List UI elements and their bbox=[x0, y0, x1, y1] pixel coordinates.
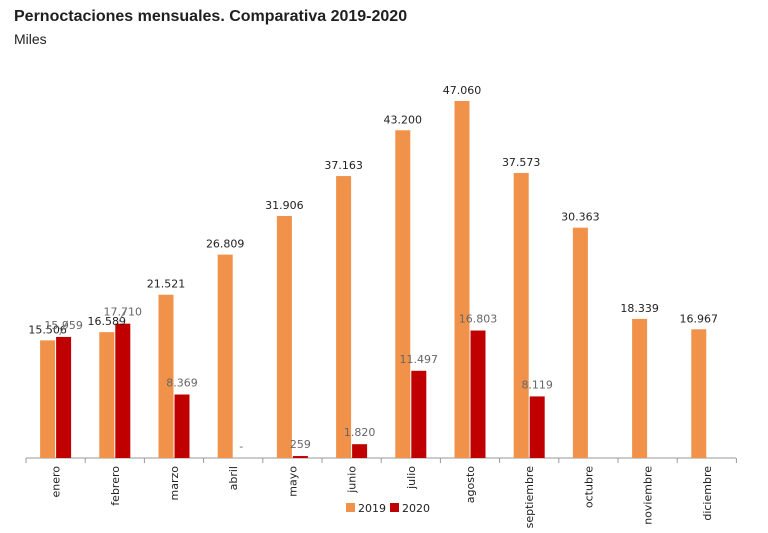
bar-2020 bbox=[529, 396, 545, 458]
data-label-2019: 37.573 bbox=[502, 156, 541, 169]
data-label-2019: 43.200 bbox=[384, 113, 423, 126]
x-tick-label: julio bbox=[405, 466, 418, 490]
bar-2019 bbox=[276, 215, 292, 458]
data-label-2020: - bbox=[239, 440, 243, 453]
chart-title: Pernoctaciones mensuales. Comparativa 20… bbox=[14, 8, 408, 25]
legend-swatch-2019 bbox=[346, 503, 355, 512]
data-label-2020: 15.959 bbox=[44, 319, 83, 332]
chart-subtitle: Miles bbox=[14, 31, 47, 47]
legend-label-2020: 2020 bbox=[402, 502, 430, 515]
bar-2020 bbox=[470, 330, 486, 458]
x-tick-label: junio bbox=[346, 466, 359, 494]
x-tick-label: diciembre bbox=[701, 466, 714, 521]
label-leader-line bbox=[59, 320, 69, 336]
data-label-2019: 16.967 bbox=[680, 312, 719, 325]
bar-2020 bbox=[174, 394, 190, 458]
bar-2020 bbox=[411, 370, 427, 458]
bar-2019 bbox=[217, 254, 233, 458]
data-label-2019: 47.060 bbox=[443, 84, 482, 97]
bar-2019 bbox=[513, 172, 529, 459]
data-label-2019: 16.589 bbox=[88, 315, 127, 328]
data-label-2020: 8.119 bbox=[521, 378, 553, 391]
x-tick-label: marzo bbox=[168, 466, 181, 501]
bar-2019 bbox=[99, 332, 115, 458]
data-label-2019: 26.809 bbox=[206, 238, 245, 251]
data-label-2019: 21.521 bbox=[147, 278, 186, 291]
data-label-2019: 18.339 bbox=[620, 302, 659, 315]
bar-2019 bbox=[158, 294, 174, 458]
bar-2019 bbox=[454, 101, 470, 458]
bar-2019 bbox=[691, 329, 707, 458]
bar-2019 bbox=[572, 227, 588, 458]
x-tick-label: abril bbox=[227, 466, 240, 490]
data-label-2020: 16.803 bbox=[459, 313, 498, 326]
x-tick-label: octubre bbox=[582, 466, 595, 508]
data-label-2020: 17.710 bbox=[104, 306, 143, 319]
data-label-2020: 8.369 bbox=[166, 377, 198, 390]
x-tick-label: agosto bbox=[464, 466, 477, 503]
x-tick-label: septiembre bbox=[523, 466, 536, 529]
data-label-2020: 11.497 bbox=[400, 353, 439, 366]
bar-2019 bbox=[40, 340, 56, 458]
data-label-2020: 259 bbox=[290, 438, 311, 451]
label-leader-line bbox=[118, 307, 128, 322]
bar-2019 bbox=[395, 130, 411, 458]
legend-swatch-2020 bbox=[390, 503, 399, 512]
data-label-2019: 30.363 bbox=[561, 211, 600, 224]
x-tick-label: enero bbox=[50, 466, 63, 498]
legend-label-2019: 2019 bbox=[358, 502, 386, 515]
data-label-2020: 1.820 bbox=[344, 426, 376, 439]
x-tick-label: mayo bbox=[286, 466, 299, 497]
bar-2019 bbox=[336, 176, 352, 459]
bar-2020 bbox=[115, 323, 131, 458]
bar-2020 bbox=[352, 444, 368, 458]
bar-2020 bbox=[56, 336, 72, 458]
data-label-2019: 15.506 bbox=[28, 323, 67, 336]
bar-2020 bbox=[292, 456, 308, 458]
data-label-2019: 37.163 bbox=[324, 159, 363, 172]
x-tick-label: febrero bbox=[109, 466, 122, 506]
bar-2019 bbox=[632, 318, 648, 458]
data-label-2019: 31.906 bbox=[265, 199, 304, 212]
x-tick-label: noviembre bbox=[642, 466, 655, 525]
